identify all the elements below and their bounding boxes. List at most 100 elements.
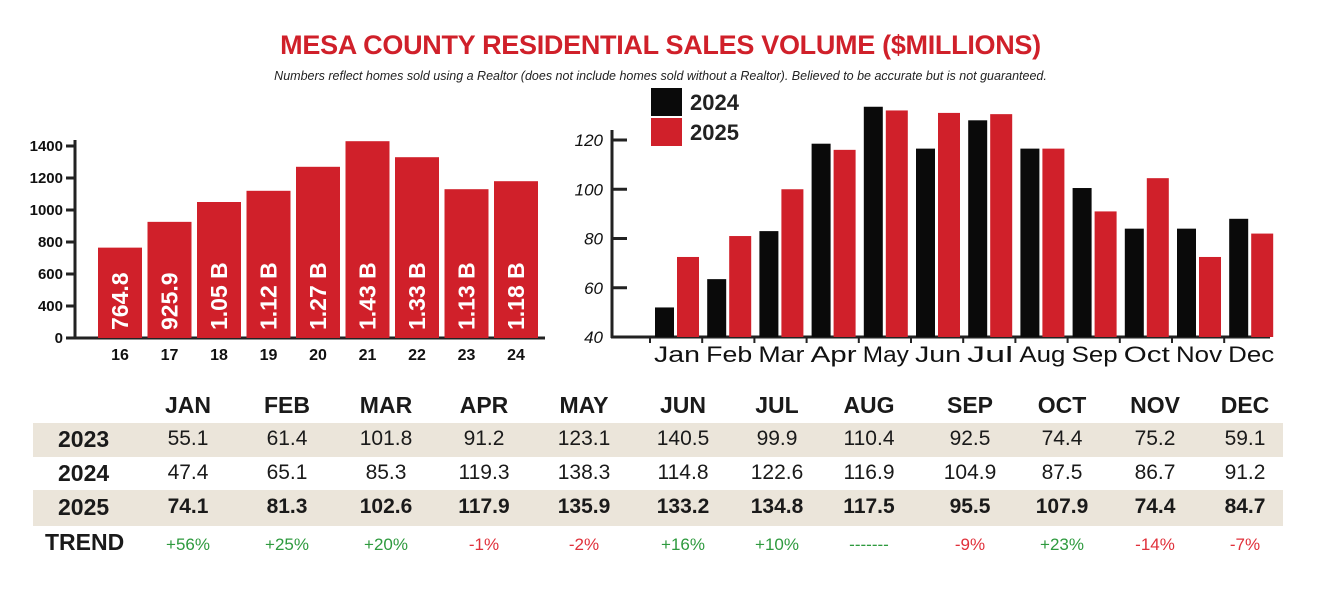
table-cell: 59.1: [1224, 427, 1266, 450]
bar-2025-Aug: [1042, 148, 1065, 337]
bar-2024-Jul: [968, 120, 988, 337]
bar-2024-Jun: [916, 148, 935, 337]
y-tick-label-left: 1000: [30, 202, 63, 219]
x-tick-label-right: Sep: [1072, 342, 1118, 367]
table-cell: 86.7: [1134, 461, 1176, 484]
x-tick-label-right: Dec: [1228, 342, 1274, 367]
x-tick-label-right: Aug: [1019, 342, 1065, 367]
bar-20: [296, 166, 340, 338]
table-cell: 87.5: [1041, 461, 1083, 484]
table-cell: 74.4: [1041, 427, 1083, 450]
bar-2025-Sep: [1094, 211, 1117, 337]
bar-2025-Jan: [677, 256, 699, 337]
bar-data-label: 1.13 B: [454, 262, 480, 330]
table-cell: 117.9: [458, 495, 510, 518]
row-label: 2025: [58, 494, 110, 520]
trend-cell: -14%: [1135, 535, 1175, 554]
trend-cell: +20%: [364, 535, 408, 554]
table-cell: 107.9: [1035, 495, 1089, 518]
x-tick-label-right: Mar: [758, 342, 804, 367]
trend-label: TREND: [45, 529, 125, 555]
table-cell: 91.2: [463, 427, 505, 450]
y-tick-label-left: 800: [38, 234, 63, 251]
x-tick-label-right: Nov: [1176, 342, 1222, 367]
table-cell: 122.6: [750, 461, 804, 484]
column-header: FEB: [264, 392, 310, 418]
table-cell: 119.3: [458, 461, 510, 484]
column-header: JUN: [659, 392, 706, 418]
bar-2025-Apr: [833, 149, 856, 337]
x-tick-label-left: 17: [161, 347, 179, 364]
x-tick-label-left: 19: [260, 347, 278, 364]
bar-2025-Jul: [990, 114, 1013, 337]
bar-2024-Apr: [811, 143, 831, 337]
y-tick-label-left: 600: [38, 266, 63, 283]
row-label: 2023: [58, 426, 110, 452]
table-cell: 104.9: [943, 461, 997, 484]
x-tick-label-left: 16: [111, 347, 129, 364]
table-cell: 99.9: [756, 427, 798, 450]
bar-22: [395, 157, 439, 338]
x-tick-label-left: 20: [309, 347, 327, 364]
legend-swatch-2024: [651, 88, 682, 116]
row-band-2025: [33, 490, 1283, 526]
column-header: MAR: [359, 392, 413, 418]
table-cell: 110.4: [843, 427, 895, 450]
bar-2024-Nov: [1177, 228, 1196, 337]
bar-2024-Aug: [1020, 148, 1040, 337]
y-tick-label-right: 40: [584, 328, 603, 347]
y-tick-label-right: 60: [584, 279, 603, 298]
column-header: APR: [459, 392, 509, 418]
bar-17: [147, 221, 192, 338]
table-cell: 91.2: [1224, 461, 1266, 484]
bar-data-label: 1.27 B: [305, 262, 331, 330]
table-cell: 138.3: [557, 461, 611, 484]
bar-2024-Sep: [1072, 188, 1092, 337]
trend-cell: -1%: [468, 535, 500, 554]
bar-2024-May: [863, 106, 883, 337]
x-tick-label-right: Oct: [1124, 342, 1170, 367]
y-tick-label-right: 120: [575, 131, 604, 150]
table-cell: 133.2: [656, 495, 710, 518]
table-cell: 75.2: [1134, 427, 1176, 450]
x-tick-label-right: Apr: [811, 342, 857, 367]
bar-2024-Jan: [655, 307, 674, 337]
table-cell: 123.1: [557, 427, 611, 450]
table-cell: 81.3: [266, 495, 308, 518]
bar-24: [494, 181, 538, 338]
y-tick-label-left: 1400: [30, 138, 63, 155]
y-tick-label-left: 0: [55, 330, 63, 347]
column-header: NOV: [1130, 392, 1180, 418]
x-tick-label-right: Feb: [706, 342, 752, 367]
table-cell: 47.4: [167, 461, 209, 484]
trend-cell: -7%: [1229, 535, 1261, 554]
table-cell: 61.4: [266, 427, 308, 450]
trend-cell: +16%: [661, 535, 705, 554]
bar-data-label: 1.12 B: [256, 262, 282, 330]
x-tick-label-right: Jun: [915, 342, 961, 367]
table-cell: 102.6: [359, 495, 413, 518]
legend-label: 2024: [690, 90, 740, 115]
bar-16: [98, 247, 142, 338]
x-tick-label-right: Jan: [654, 342, 700, 367]
bar-2025-Oct: [1146, 178, 1169, 337]
trend-cell: +23%: [1040, 535, 1084, 554]
column-header: MAY: [559, 392, 609, 418]
column-header: JUL: [755, 392, 799, 418]
table-cell: 74.4: [1134, 495, 1176, 518]
bar-data-label: 764.8: [107, 272, 133, 330]
legend-label: 2025: [690, 120, 739, 145]
column-header: AUG: [843, 392, 895, 418]
bar-18: [197, 202, 241, 338]
table-cell: 65.1: [266, 461, 308, 484]
table-cell: 101.8: [359, 427, 413, 450]
y-tick-label-right: 100: [575, 180, 604, 199]
bar-2024-Mar: [759, 231, 779, 337]
y-tick-label-left: 1200: [30, 170, 63, 187]
x-tick-label-right: May: [863, 342, 909, 367]
page-title: MESA COUNTY RESIDENTIAL SALES VOLUME ($M…: [280, 30, 1041, 60]
table-cell: 55.1: [167, 427, 209, 450]
